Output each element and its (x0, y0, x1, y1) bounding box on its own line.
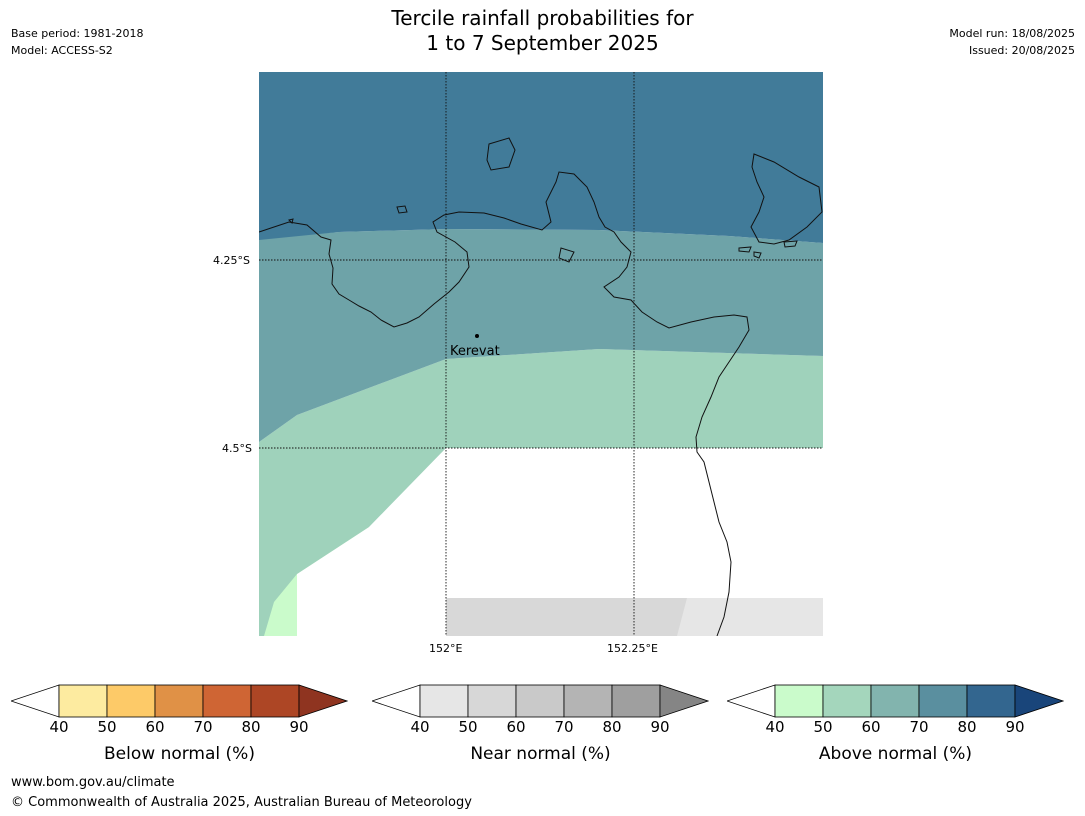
cb-above-tick: 50 (813, 718, 833, 736)
island-small-5 (753, 251, 762, 259)
footer-copyright: © Commonwealth of Australia 2025, Austra… (11, 795, 472, 810)
colorbar-near-label: Near normal (%) (470, 744, 611, 764)
cb-above-tick: 40 (765, 718, 785, 736)
colorbar-near-ticks: 40 50 60 70 80 90 (372, 718, 709, 738)
lon-label-152-25: 152.25°E (607, 642, 658, 655)
above-80-region (259, 72, 823, 243)
colorbar-segment (467, 684, 517, 718)
colorbar-below-normal (9, 684, 349, 718)
issued-text: Issued: 20/08/2025 (968, 44, 1075, 57)
colorbar-segment (870, 684, 920, 718)
island-small-3 (288, 218, 294, 224)
cb-near-tick: 90 (650, 718, 670, 736)
coastline-group (259, 137, 823, 636)
colorbar-right-arrow (298, 684, 349, 718)
colorbar-below-ticks: 40 50 60 70 80 90 (11, 718, 348, 738)
colorbar-near-normal (370, 684, 710, 718)
lat-label-4-5: 4.5°S (222, 442, 252, 455)
header-right: Model run: 18/08/2025 Issued: 20/08/2025 (949, 25, 1075, 59)
header-left: Base period: 1981-2018 Model: ACCESS-S2 (11, 25, 143, 59)
island-small-2 (396, 205, 408, 214)
base-period-text: Base period: 1981-2018 (11, 27, 144, 40)
forecast-map: Kerevat (259, 72, 823, 636)
colorbar-left-arrow (725, 684, 776, 718)
colorbar-below-label: Below normal (%) (104, 744, 255, 764)
colorbar-left-arrow (370, 684, 421, 718)
coastline-main (259, 171, 750, 636)
colorbar-above-ticks: 40 50 60 70 80 90 (727, 718, 1064, 738)
colorbar-segment (106, 684, 156, 718)
cb-below-tick: 50 (97, 718, 117, 736)
cb-near-tick: 40 (410, 718, 430, 736)
colorbar-segment (966, 684, 1016, 718)
cb-below-tick: 90 (289, 718, 309, 736)
title-line-1: Tercile rainfall probabilities for (391, 6, 694, 30)
colorbar-segment (419, 684, 469, 718)
cb-below-tick: 70 (193, 718, 213, 736)
island-northeast (750, 153, 823, 245)
colorbar-segment (611, 684, 661, 718)
town-marker (475, 334, 479, 338)
map-title: Tercile rainfall probabilities for 1 to … (0, 6, 1085, 56)
colorbar-segment (202, 684, 252, 718)
island-north (486, 137, 516, 171)
model-text: Model: ACCESS-S2 (11, 44, 113, 57)
colorbar-segment (563, 684, 613, 718)
colorbar-segment (58, 684, 108, 718)
colorbar-right-arrow (659, 684, 710, 718)
colorbar-segment (154, 684, 204, 718)
cb-below-tick: 40 (49, 718, 69, 736)
near-normal-region (446, 598, 687, 636)
colorbar-segment (918, 684, 968, 718)
colorbar-segment (250, 684, 300, 718)
island-small-6 (783, 240, 798, 248)
cb-near-tick: 50 (458, 718, 478, 736)
lon-label-152: 152°E (429, 642, 463, 655)
colorbar-above-normal (725, 684, 1065, 718)
island-small-4 (738, 246, 752, 253)
cb-above-tick: 80 (957, 718, 977, 736)
cb-near-tick: 80 (602, 718, 622, 736)
cb-near-tick: 70 (554, 718, 574, 736)
colorbar-segment (515, 684, 565, 718)
lat-label-4-25: 4.25°S (213, 254, 250, 267)
above-70-region (259, 229, 823, 442)
island-small-1 (558, 247, 575, 263)
town-label: Kerevat (450, 344, 500, 359)
model-run-text: Model run: 18/08/2025 (949, 27, 1075, 40)
above-50-region (259, 349, 823, 636)
cb-below-tick: 60 (145, 718, 165, 736)
cb-above-tick: 60 (861, 718, 881, 736)
colorbar-above-svg (725, 684, 1065, 718)
colorbar-near-svg (370, 684, 710, 718)
colorbar-right-arrow (1014, 684, 1065, 718)
cb-below-tick: 80 (241, 718, 261, 736)
colorbar-segment (822, 684, 872, 718)
colorbar-above-label: Above normal (%) (818, 744, 973, 764)
footer-website[interactable]: www.bom.gov.au/climate (11, 775, 175, 790)
cb-above-tick: 70 (909, 718, 929, 736)
colorbar-left-arrow (9, 684, 60, 718)
title-line-2: 1 to 7 September 2025 (426, 31, 659, 55)
cb-above-tick: 90 (1005, 718, 1025, 736)
colorbar-segment (774, 684, 824, 718)
graticule (259, 72, 823, 636)
cb-near-tick: 60 (506, 718, 526, 736)
colorbar-below-svg (9, 684, 349, 718)
